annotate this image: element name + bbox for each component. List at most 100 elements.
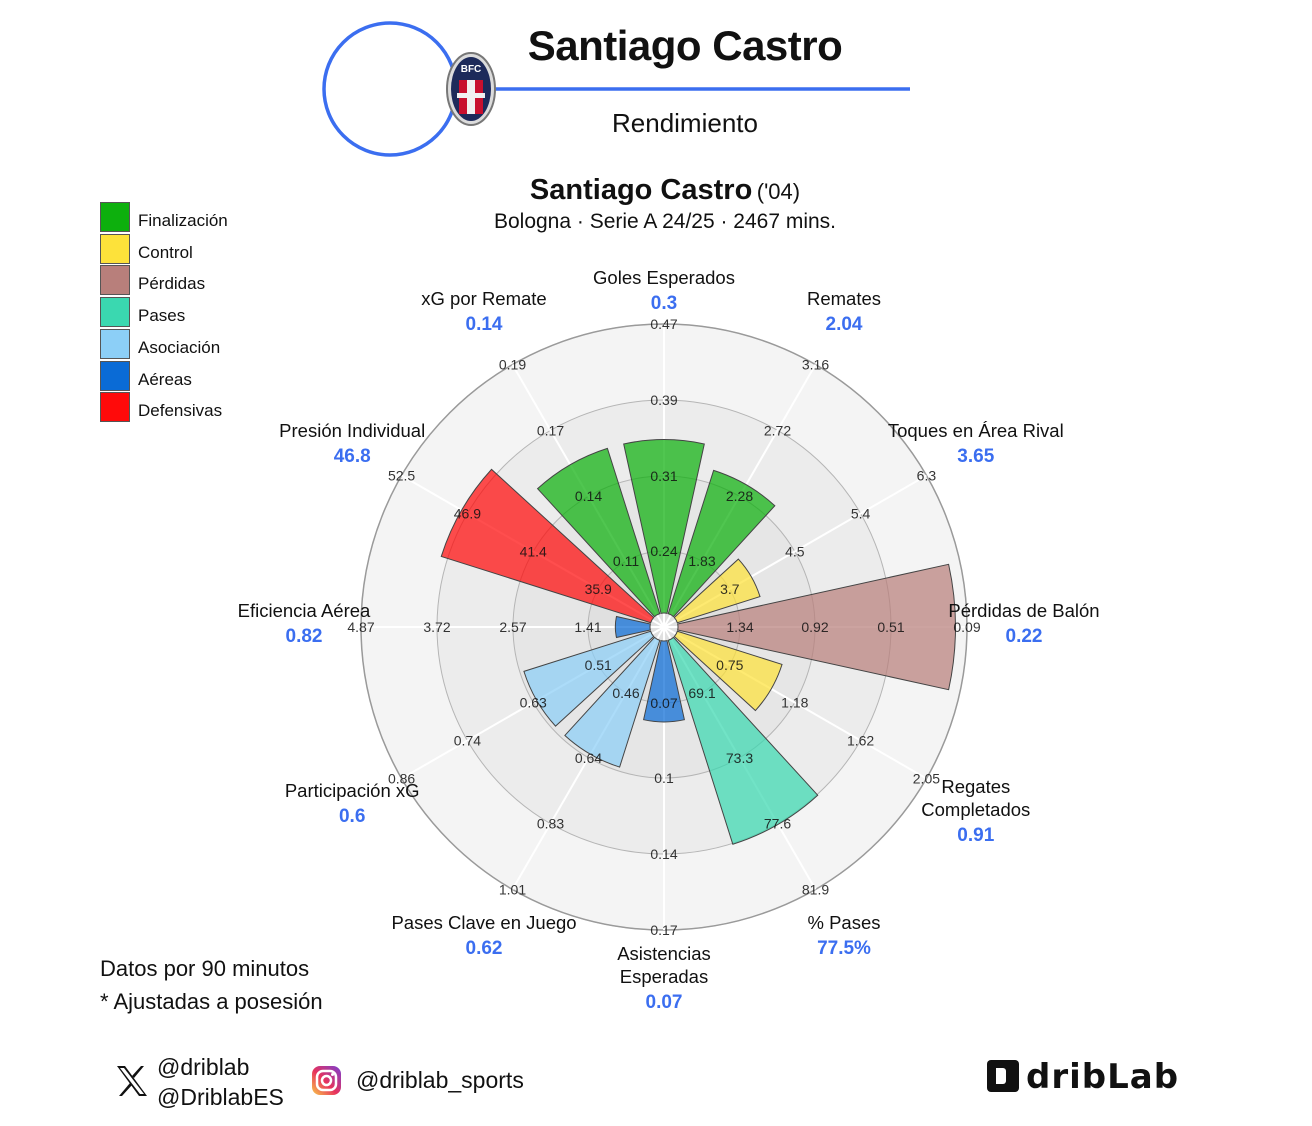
tick-label: 0.17 <box>650 922 677 938</box>
tick-label: 0.39 <box>650 392 677 408</box>
tick-label: 0.46 <box>612 685 639 701</box>
metric-label: Regates <box>941 776 1010 797</box>
legend-swatch <box>100 202 130 232</box>
tick-label: 2.05 <box>913 771 940 787</box>
metric-value: 3.65 <box>957 446 994 467</box>
tick-label: 0.47 <box>650 316 677 332</box>
tick-label: 0.24 <box>650 543 677 559</box>
legend-label: Asociación <box>138 337 221 357</box>
tick-label: 0.19 <box>499 357 526 373</box>
legend: Finalización Control Pérdidas Pases Asociaci… <box>100 202 280 432</box>
tick-label: 1.18 <box>781 695 808 711</box>
legend-swatch <box>100 297 130 328</box>
tick-label: 4.87 <box>347 619 374 635</box>
metric-label: % Pases <box>807 912 880 933</box>
bar-11 <box>440 468 655 624</box>
tick-label: 77.6 <box>764 816 791 832</box>
tick-label: 73.3 <box>726 750 753 766</box>
tick-label: 1.62 <box>847 733 874 749</box>
tick-label: 69.1 <box>688 685 715 701</box>
bar-7 <box>642 640 686 723</box>
bologna-badge-icon: BFC <box>446 52 496 126</box>
tick-label: 52.5 <box>388 468 415 484</box>
metric-label: Pases Clave en Juego <box>391 912 576 933</box>
tick-label: 0.63 <box>520 695 547 711</box>
tick-label: 5.4 <box>851 506 871 522</box>
legend-label: Finalización <box>138 211 228 230</box>
metric-value: 0.6 <box>339 806 365 827</box>
metric-value: 46.8 <box>334 446 371 467</box>
polar-chart: 0.24 0.31 0.39 0.47 1.83 2.28 2.72 3.16 3.7 4.5 5.… <box>238 267 1100 1013</box>
metric-value: 77.5% <box>817 938 871 959</box>
page-title: Santiago Castro <box>527 22 843 69</box>
x-handle-1[interactable]: @driblab <box>157 1054 250 1080</box>
metric-value: 0.07 <box>646 992 683 1013</box>
metric-label: Asistencias <box>617 943 711 964</box>
header-circle <box>322 21 458 157</box>
metric-value: 0.14 <box>466 314 503 335</box>
bar-1 <box>623 439 705 614</box>
driblab-wordmark: dribLab <box>1026 1057 1179 1097</box>
tick-label: 0.07 <box>650 695 677 711</box>
metric-value: 2.04 <box>826 314 863 335</box>
tick-label: 3.72 <box>423 619 450 635</box>
player-name: Santiago Castro <box>529 174 753 206</box>
metric-label: xG por Remate <box>421 288 546 309</box>
legend-label: Pases <box>138 306 186 326</box>
bar-9 <box>523 630 655 727</box>
legend-swatch <box>100 265 130 296</box>
tick-label: 0.09 <box>953 619 980 635</box>
metric-label: Participación xG <box>285 780 420 801</box>
tick-label: 2.57 <box>499 619 526 635</box>
tick-label: 0.31 <box>650 468 677 484</box>
legend-swatch <box>100 328 130 359</box>
metric-label: Pérdidas de Balón <box>948 600 1099 621</box>
tick-label: 0.64 <box>575 750 602 766</box>
tick-label: 81.9 <box>802 881 829 897</box>
legend-swatch <box>100 233 130 264</box>
tick-label: 2.72 <box>764 422 791 438</box>
tick-label: 0.1 <box>654 770 674 786</box>
tick-label: 4.5 <box>785 544 805 560</box>
x-handle-2[interactable]: @DriblabES <box>157 1084 284 1110</box>
bar-4 <box>677 563 956 691</box>
note-possession: * Ajustadas a posesión <box>100 989 323 1014</box>
metric-value: 0.91 <box>957 825 994 846</box>
note-per90: Datos por 90 minutos <box>100 956 310 981</box>
bar-2 <box>667 469 776 618</box>
player-heading: Santiago Castro ('04) <box>380 174 950 207</box>
metric-label: Presión Individual <box>279 420 425 441</box>
metric-label: Remates <box>807 288 881 309</box>
instagram-handle[interactable]: @driblab_sports <box>356 1067 524 1093</box>
bar-8 <box>564 636 661 768</box>
page-subtitle: Rendimiento <box>612 108 758 138</box>
legend-label: Pérdidas <box>138 274 206 294</box>
tick-label: 41.4 <box>520 544 547 560</box>
tick-label: 0.14 <box>575 488 602 504</box>
instagram-icon <box>312 1066 341 1095</box>
metric-label: Esperadas <box>620 966 708 987</box>
metric-label: Goles Esperados <box>593 267 735 288</box>
bar-10 <box>614 615 651 639</box>
metric-value: 0.22 <box>1006 626 1043 647</box>
tick-label: 1.83 <box>688 553 715 569</box>
tick-label: 1.01 <box>499 881 526 897</box>
tick-label: 1.34 <box>726 619 753 635</box>
tick-label: 0.74 <box>454 733 481 749</box>
tick-label: 0.51 <box>585 657 612 673</box>
metric-label: Toques en Área Rival <box>888 420 1064 441</box>
tick-label: 0.51 <box>877 619 904 635</box>
legend-swatch <box>100 392 130 423</box>
tick-label: 0.92 <box>801 619 828 635</box>
tick-label: 3.7 <box>720 581 740 597</box>
player-year: ('04) <box>756 179 801 204</box>
bar-5 <box>673 630 783 712</box>
tick-label: 2.28 <box>726 488 753 504</box>
metric-label: Completados <box>921 799 1030 820</box>
tick-label: 46.9 <box>454 506 481 522</box>
bar-6 <box>667 636 819 845</box>
legend-label: Defensivas <box>138 401 223 421</box>
x-logo-icon <box>117 1066 147 1096</box>
tick-label: 3.16 <box>802 357 829 373</box>
